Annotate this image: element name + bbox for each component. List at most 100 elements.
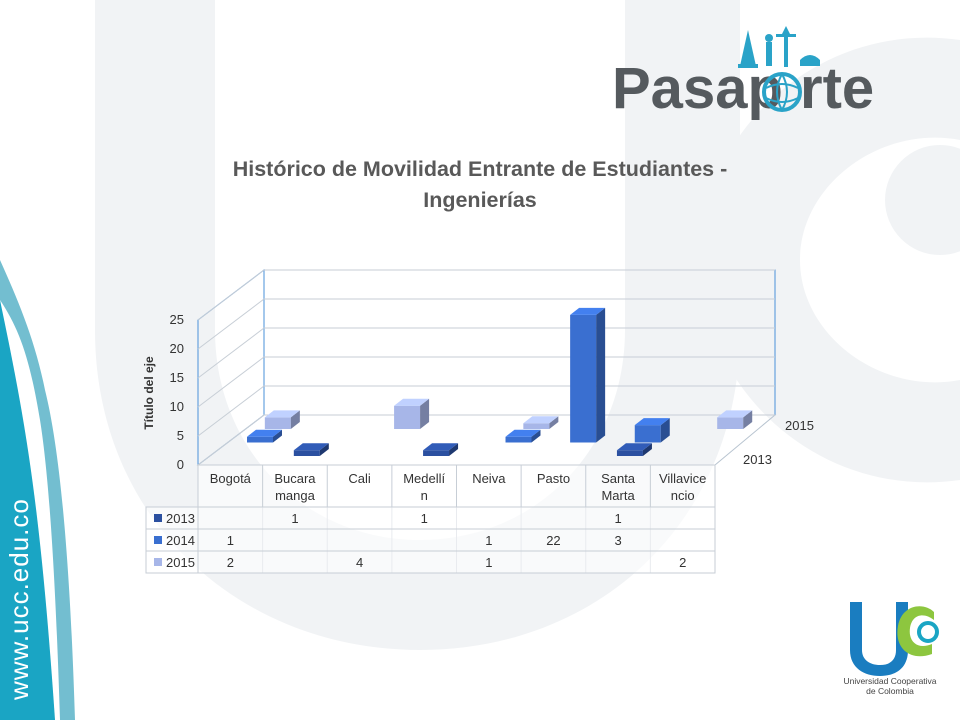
bar-side	[549, 416, 559, 429]
y-tick-label: 0	[177, 457, 184, 472]
bar-2015-villavicencio	[717, 410, 753, 429]
bar-2015-neiva	[523, 416, 559, 429]
table-value: 4	[356, 555, 363, 570]
bar-front	[394, 405, 421, 429]
bar-side	[743, 410, 753, 429]
y-tick-label: 10	[170, 399, 184, 414]
bar-front	[616, 450, 643, 456]
bar-front	[634, 425, 661, 443]
depth-label-2013: 2013	[743, 452, 772, 467]
table-value: 2	[679, 555, 686, 570]
bar-top	[394, 398, 430, 406]
gridline-side	[197, 414, 265, 466]
bar-top	[423, 443, 459, 451]
table-value: 1	[614, 511, 621, 526]
bar-side	[273, 429, 283, 443]
bar-side	[596, 307, 606, 443]
table-value: 1	[421, 511, 428, 526]
bar-side	[290, 410, 300, 429]
table-row	[145, 550, 716, 574]
svg-text:rte: rte	[800, 56, 874, 121]
bar-front	[505, 436, 532, 443]
bar-front	[264, 417, 291, 429]
bar-top	[634, 418, 670, 426]
bar-top	[247, 429, 283, 437]
y-tick-label: 25	[170, 312, 184, 327]
background-letter-c	[700, 37, 960, 483]
y-tick-label: 20	[170, 341, 184, 356]
table-value: 1	[485, 555, 492, 570]
sidebar-teal-band	[0, 300, 55, 720]
pasaporte-logo: Pasap rte	[612, 26, 874, 121]
y-axis-label: Título del eje	[142, 356, 156, 430]
y-tick-label: 5	[177, 428, 184, 443]
background-circle	[885, 145, 960, 255]
bar-top	[570, 307, 606, 315]
bar-side	[660, 418, 670, 443]
bar-2015-bogotá	[264, 410, 300, 429]
legend-key-2013	[154, 514, 162, 522]
bar-front	[570, 314, 597, 443]
gridline-side	[197, 298, 265, 350]
bar-side	[531, 429, 541, 443]
bar-front	[293, 450, 320, 456]
table-value: 2	[227, 555, 234, 570]
bar-front	[717, 417, 744, 429]
bar-front	[423, 450, 450, 456]
bar-top	[264, 410, 300, 418]
ucc-name-line-1: Universidad Cooperativa	[843, 676, 937, 686]
table-value: 22	[546, 533, 560, 548]
landmarks-icon	[738, 26, 820, 68]
gridline-side	[197, 356, 265, 408]
table-category-label: n	[421, 488, 428, 503]
legend-label-2014: 2014	[166, 533, 195, 548]
gridline-side	[197, 385, 265, 437]
bar-2013-santa-marta	[616, 443, 652, 456]
bar-front	[523, 423, 550, 429]
table-value: 1	[485, 533, 492, 548]
bar-top	[523, 416, 559, 424]
table-category-label: Marta	[601, 488, 635, 503]
chart-bars	[247, 307, 753, 456]
table-value: 3	[614, 533, 621, 548]
bar-side	[642, 443, 652, 456]
ucc-letter-c	[897, 606, 934, 657]
bar-front	[247, 436, 274, 443]
table-category-label: ncio	[671, 488, 695, 503]
bar-2015-cali	[394, 398, 430, 429]
legend-key-2015	[154, 558, 162, 566]
bar-2014-neiva	[505, 429, 541, 443]
chart-back-wall	[263, 269, 776, 416]
table-category-label: Pasto	[537, 471, 570, 486]
ucc-logo	[850, 602, 939, 676]
bar-2014-pasto	[570, 307, 606, 443]
bar-2013-medellín	[423, 443, 459, 456]
table-category-label: Bucara	[274, 471, 316, 486]
legend-label-2013: 2013	[166, 511, 195, 526]
gridline-side	[197, 269, 265, 321]
table-value: 1	[291, 511, 298, 526]
table-category-label: Neiva	[472, 471, 506, 486]
legend-label-2015: 2015	[166, 555, 195, 570]
table-category-label: Villavice	[659, 471, 706, 486]
bar-2014-santa-marta	[634, 418, 670, 443]
ucc-name: Universidad Cooperativa de Colombia	[820, 676, 960, 696]
y-tick-label: 15	[170, 370, 184, 385]
bar-top	[616, 443, 652, 451]
bar-side	[319, 443, 329, 456]
table-category-label: Bogotá	[210, 471, 252, 486]
bar-top	[293, 443, 329, 451]
legend-key-2014	[154, 536, 162, 544]
table-category-label: manga	[275, 488, 316, 503]
bar-side	[420, 398, 430, 429]
table-category-label: Medellí	[403, 471, 445, 486]
bar-side	[449, 443, 459, 456]
pasaporte-wordmark: Pasap	[612, 56, 783, 121]
depth-label-2015: 2015	[785, 418, 814, 433]
table-value: 1	[227, 533, 234, 548]
ucc-name-line-2: de Colombia	[866, 686, 914, 696]
chart-title-line-1: Histórico de Movilidad Entrante de Estud…	[232, 157, 728, 181]
table-category-label: Santa	[601, 471, 636, 486]
bar-top	[717, 410, 753, 418]
